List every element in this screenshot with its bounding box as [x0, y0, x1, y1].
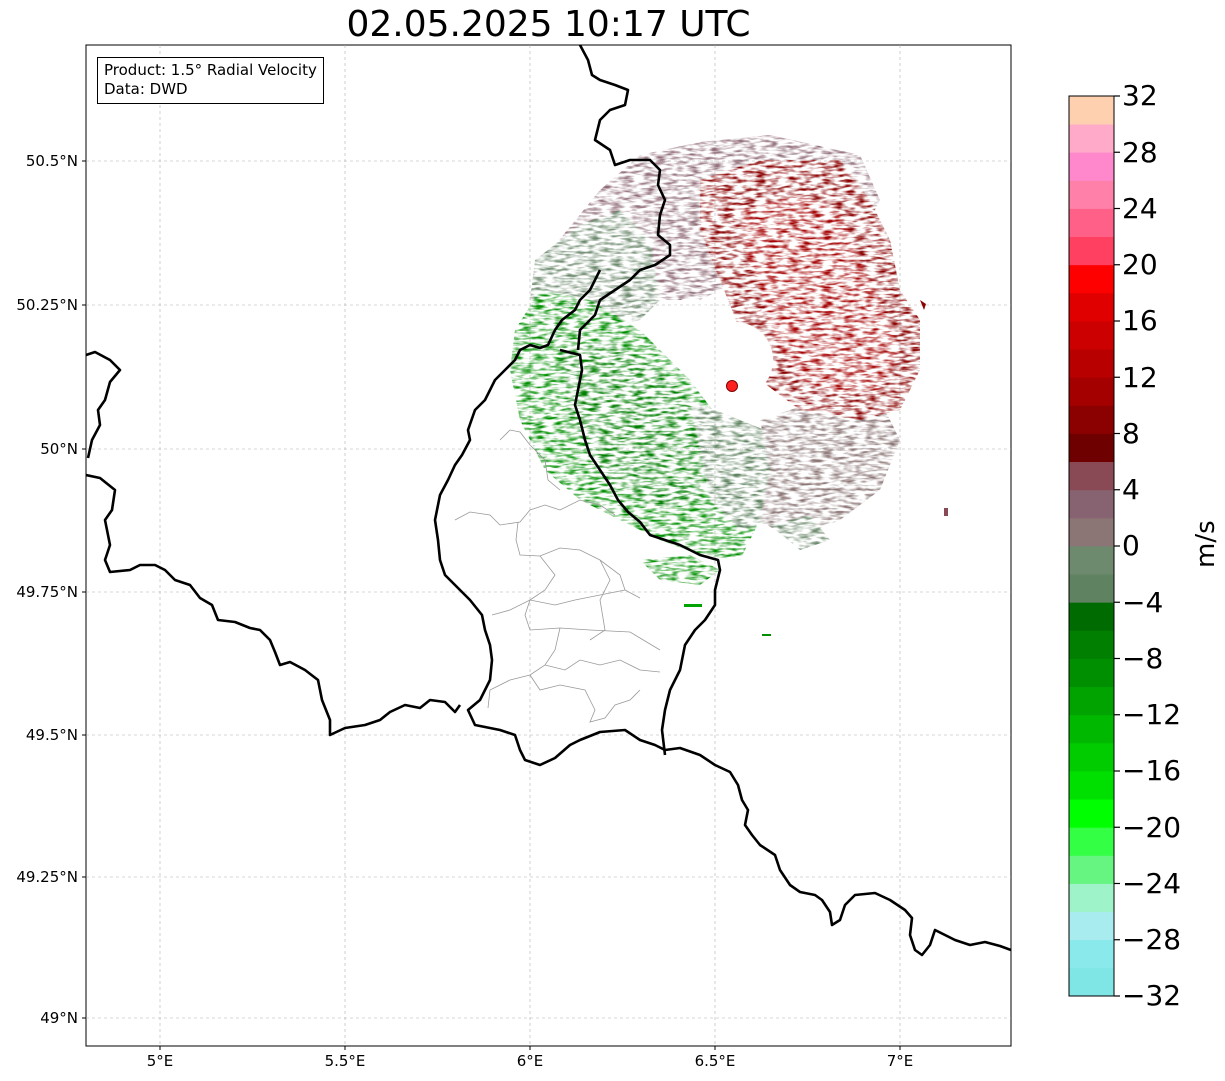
colorbar-unit-label: m/s	[1191, 520, 1221, 568]
colorbar-segment	[1069, 208, 1114, 238]
radar-site-marker	[726, 380, 738, 392]
colorbar-segment	[1069, 855, 1114, 884]
colorbar-tick-label: −8	[1122, 642, 1164, 675]
colorbar-tick-label: −4	[1122, 586, 1164, 619]
lat-tick-label: 50.25°N	[16, 296, 78, 314]
colorbar-segment	[1069, 461, 1114, 491]
colorbar-tick-label: 4	[1122, 473, 1140, 506]
colorbar-tick-label: −28	[1122, 923, 1182, 956]
echo-fragment	[944, 508, 948, 516]
echo-fragment	[920, 300, 926, 310]
colorbar	[1068, 95, 1120, 997]
colorbar-segment	[1069, 714, 1114, 744]
colorbar-tick-label: 28	[1122, 136, 1158, 169]
colorbar-segment	[1069, 517, 1114, 547]
colorbar-segment	[1069, 96, 1114, 125]
admin-borders	[454, 429, 661, 723]
radar-velocity-field	[510, 135, 920, 585]
colorbar-segment	[1069, 939, 1114, 969]
axis-ticks	[82, 160, 901, 1050]
colorbar-segment	[1069, 602, 1114, 631]
colorbar-segment	[1069, 433, 1114, 463]
colorbar-tick-label: −12	[1122, 698, 1182, 731]
colorbar-tick-label: 16	[1122, 304, 1158, 337]
country-borders	[86, 45, 1011, 957]
product-label: Product: 1.5° Radial Velocity	[104, 61, 317, 79]
colorbar-tick-label: 8	[1122, 417, 1140, 450]
colorbar-segment	[1069, 630, 1114, 659]
colorbar-segment	[1069, 658, 1114, 688]
colorbar-tick-label: −16	[1122, 754, 1182, 787]
colorbar-segment	[1069, 152, 1114, 181]
echo-fragment	[762, 634, 771, 636]
colorbar-segment	[1069, 742, 1114, 772]
echo-fragment	[684, 604, 702, 607]
colorbar-segment	[1069, 349, 1114, 378]
map-title: 02.05.2025 10:17 UTC	[346, 4, 751, 45]
lon-tick-label: 5.5°E	[324, 1052, 366, 1070]
lon-tick-label: 5°E	[146, 1052, 174, 1070]
colorbar-segment	[1069, 827, 1114, 856]
colorbar-tick-label: 12	[1122, 361, 1158, 394]
lat-tick-label: 49°N	[40, 1009, 78, 1027]
colorbar-segment	[1069, 546, 1114, 575]
colorbar-tick-label: 32	[1122, 79, 1158, 112]
colorbar-segment	[1069, 574, 1114, 603]
colorbar-tick-label: −20	[1122, 811, 1182, 844]
lon-tick-label: 6.5°E	[694, 1052, 736, 1070]
colorbar-segment	[1069, 264, 1114, 294]
colorbar-segment	[1069, 377, 1114, 406]
colorbar-tick-label: −24	[1122, 867, 1182, 900]
colorbar-segment	[1069, 686, 1114, 716]
lat-tick-label: 49.75°N	[16, 583, 78, 601]
product-info-box: Product: 1.5° Radial Velocity Data: DWD	[97, 57, 324, 104]
lat-tick-label: 50°N	[40, 440, 78, 458]
colorbar-segment	[1069, 321, 1114, 350]
lat-tick-label: 49.5°N	[25, 726, 78, 744]
colorbar-segment	[1069, 124, 1114, 153]
colorbar-segment	[1069, 236, 1114, 266]
colorbar-segment	[1069, 911, 1114, 941]
lon-tick-label: 7°E	[886, 1052, 914, 1070]
data-source-label: Data: DWD	[104, 80, 188, 98]
colorbar-segment	[1069, 489, 1114, 519]
colorbar-segment	[1069, 771, 1114, 800]
colorbar-tick-label: −32	[1122, 979, 1182, 1012]
colorbar-tick-label: 0	[1122, 529, 1140, 562]
colorbar-segment	[1069, 180, 1114, 209]
colorbar-segment	[1069, 292, 1114, 322]
lon-tick-label: 6°E	[516, 1052, 544, 1070]
colorbar-segment	[1069, 799, 1114, 828]
colorbar-tick-label: 20	[1122, 248, 1158, 281]
colorbar-segment	[1069, 967, 1114, 997]
lat-tick-label: 50.5°N	[25, 152, 78, 170]
colorbar-tick-label: 24	[1122, 192, 1158, 225]
colorbar-segment	[1069, 405, 1114, 434]
colorbar-segment	[1069, 883, 1114, 913]
lat-tick-label: 49.25°N	[16, 868, 78, 886]
